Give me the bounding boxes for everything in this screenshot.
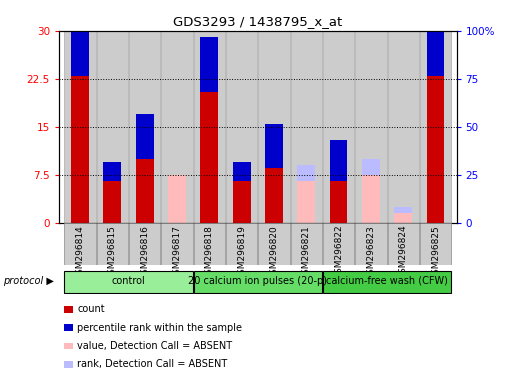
Bar [362, 159, 380, 175]
Text: GSM296825: GSM296825 [431, 225, 440, 280]
Bar [129, 223, 161, 265]
Bar [136, 114, 153, 159]
Text: rank, Detection Call = ABSENT: rank, Detection Call = ABSENT [77, 359, 228, 369]
Bar [323, 223, 354, 265]
Bar [71, 18, 89, 76]
Text: percentile rank within the sample: percentile rank within the sample [77, 323, 243, 333]
Bar [233, 181, 250, 223]
Bar [129, 31, 161, 223]
Bar [323, 31, 354, 223]
Bar [298, 181, 315, 223]
Bar [323, 271, 451, 293]
Text: GSM296823: GSM296823 [366, 225, 376, 280]
Text: GSM296824: GSM296824 [399, 225, 408, 280]
Text: GSM296822: GSM296822 [334, 225, 343, 280]
Bar [258, 223, 290, 265]
Bar [330, 181, 347, 223]
Bar [193, 31, 225, 223]
Bar [136, 159, 153, 223]
Text: GSM296816: GSM296816 [140, 225, 149, 280]
Title: GDS3293 / 1438795_x_at: GDS3293 / 1438795_x_at [173, 15, 342, 28]
Text: control: control [112, 276, 145, 286]
Bar [330, 139, 347, 181]
Text: calcium-free wash (CFW): calcium-free wash (CFW) [326, 276, 448, 286]
Bar [387, 223, 419, 265]
Bar [233, 162, 250, 181]
Bar [104, 181, 121, 223]
Bar [201, 91, 218, 223]
Bar [193, 223, 225, 265]
Bar [355, 31, 387, 223]
Text: GSM296819: GSM296819 [237, 225, 246, 280]
Bar [226, 223, 258, 265]
Bar [161, 31, 193, 223]
Bar [265, 168, 283, 223]
Bar [71, 76, 89, 223]
Bar [64, 223, 96, 265]
Bar [387, 31, 419, 223]
Bar [355, 223, 387, 265]
Text: 20 calcium ion pulses (20-p): 20 calcium ion pulses (20-p) [188, 276, 327, 286]
Text: GSM296820: GSM296820 [269, 225, 279, 280]
Text: GSM296821: GSM296821 [302, 225, 311, 280]
Bar [265, 124, 283, 168]
Bar [96, 31, 128, 223]
Bar [298, 165, 315, 181]
Text: GSM296814: GSM296814 [75, 225, 85, 280]
Bar [168, 175, 186, 223]
Bar [290, 223, 322, 265]
Bar [161, 223, 193, 265]
Text: GSM296817: GSM296817 [172, 225, 182, 280]
Bar [420, 31, 451, 223]
Bar [394, 207, 412, 213]
Bar [226, 31, 258, 223]
Bar [427, 0, 444, 76]
Bar [427, 76, 444, 223]
Bar [258, 31, 290, 223]
Text: GSM296815: GSM296815 [108, 225, 117, 280]
Bar [193, 271, 322, 293]
Bar [64, 271, 193, 293]
Bar [394, 213, 412, 223]
Bar [420, 223, 451, 265]
Bar [201, 37, 218, 91]
Bar [64, 31, 96, 223]
Text: value, Detection Call = ABSENT: value, Detection Call = ABSENT [77, 341, 232, 351]
Text: protocol ▶: protocol ▶ [3, 276, 53, 286]
Bar [104, 162, 121, 181]
Bar [362, 175, 380, 223]
Text: count: count [77, 304, 105, 314]
Bar [96, 223, 128, 265]
Bar [290, 31, 322, 223]
Text: GSM296818: GSM296818 [205, 225, 214, 280]
